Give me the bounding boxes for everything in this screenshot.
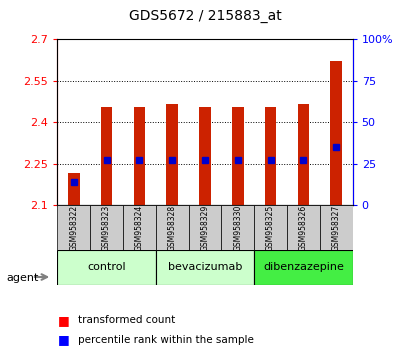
Bar	[254, 250, 352, 285]
Bar	[155, 205, 188, 250]
Bar	[297, 104, 308, 205]
Bar	[319, 205, 352, 250]
Text: control: control	[87, 262, 126, 272]
Bar	[330, 61, 341, 205]
Text: GDS5672 / 215883_at: GDS5672 / 215883_at	[128, 9, 281, 23]
Text: transformed count: transformed count	[78, 315, 175, 325]
Text: GSM958328: GSM958328	[167, 204, 176, 251]
Bar	[57, 250, 155, 285]
Bar	[133, 107, 145, 205]
Text: GSM958324: GSM958324	[135, 204, 144, 251]
Text: GSM958326: GSM958326	[298, 204, 307, 251]
Text: ■: ■	[57, 314, 69, 327]
Bar	[123, 205, 155, 250]
Text: dibenzazepine: dibenzazepine	[262, 262, 343, 272]
Bar	[90, 205, 123, 250]
Text: GSM958323: GSM958323	[102, 204, 111, 251]
Bar	[254, 205, 286, 250]
Bar	[231, 107, 243, 205]
Bar	[166, 104, 178, 205]
Text: bevacizumab: bevacizumab	[167, 262, 242, 272]
Bar	[199, 107, 210, 205]
Text: GSM958322: GSM958322	[69, 204, 78, 251]
Bar	[286, 205, 319, 250]
Text: GSM958325: GSM958325	[265, 204, 274, 251]
Bar	[155, 250, 254, 285]
Text: GSM958329: GSM958329	[200, 204, 209, 251]
Bar	[101, 107, 112, 205]
Bar	[188, 205, 221, 250]
Bar	[57, 205, 90, 250]
Text: GSM958327: GSM958327	[331, 204, 340, 251]
Text: percentile rank within the sample: percentile rank within the sample	[78, 335, 253, 345]
Text: GSM958330: GSM958330	[233, 204, 242, 251]
Bar	[221, 205, 254, 250]
Bar	[68, 173, 79, 205]
Text: ■: ■	[57, 333, 69, 346]
Bar	[264, 107, 276, 205]
Text: agent: agent	[6, 273, 38, 283]
